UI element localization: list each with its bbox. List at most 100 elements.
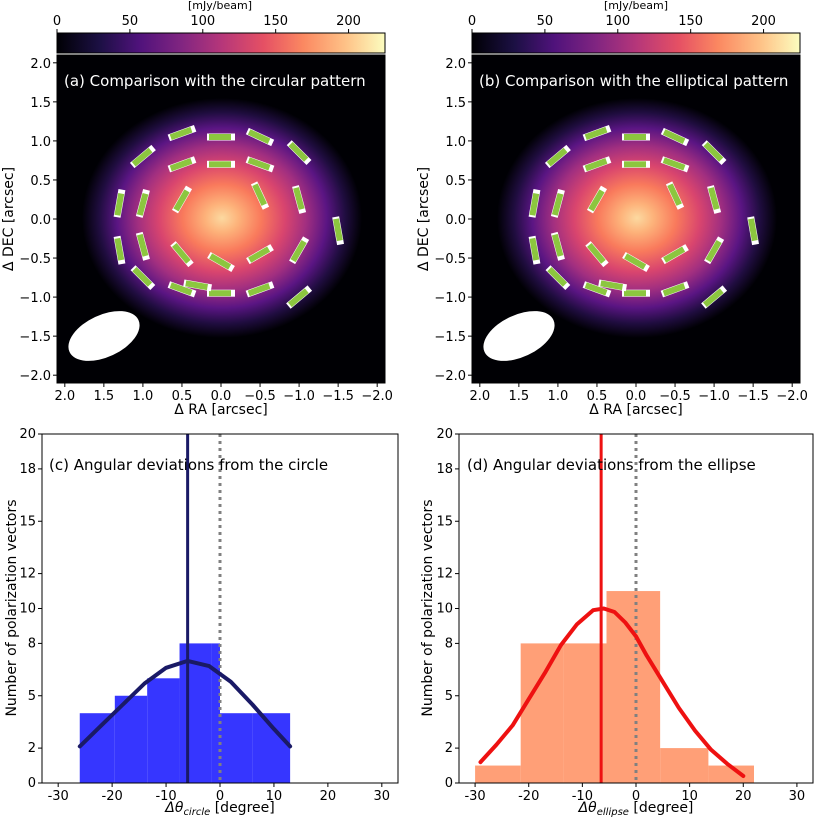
image-a-xtick-label: 1.0 bbox=[133, 389, 154, 404]
polarization-vector-bar bbox=[209, 253, 232, 270]
hist-d-ytick-label: 10 bbox=[436, 602, 453, 617]
polarization-vector-bar bbox=[209, 161, 231, 168]
image-a-source-emission bbox=[82, 98, 362, 338]
colorbar-b-tick-label: 0 bbox=[468, 14, 476, 29]
polarization-vector-bar bbox=[169, 282, 193, 296]
polarization-vector bbox=[292, 185, 307, 214]
panel-c: (c) Angular deviations from the circle -… bbox=[4, 427, 399, 817]
polarization-vector bbox=[582, 281, 612, 298]
beam-b bbox=[483, 311, 555, 361]
hist-d-xtick-label: -10 bbox=[572, 789, 593, 804]
polarization-vector-bar bbox=[663, 246, 686, 263]
hist-d-ytick-label: 0 bbox=[445, 776, 453, 791]
panel-b: [mJy/beam] 0 50 100 150 200 (b) Comparison w… bbox=[416, 0, 808, 418]
hist-c-bars bbox=[79, 643, 291, 783]
polarization-vector-bar bbox=[624, 161, 646, 168]
hist-c-xtick-label: 20 bbox=[320, 789, 337, 804]
polarization-vector-bar bbox=[248, 246, 271, 263]
hist-c-ytick-label: 18 bbox=[19, 462, 36, 477]
polarization-vector-bar bbox=[662, 129, 686, 144]
polarization-vector bbox=[622, 289, 650, 297]
colorbar-b-tick-label: 200 bbox=[751, 14, 776, 29]
hist-c-xlabel: Δθcircle [degree] bbox=[164, 800, 274, 817]
polarization-vector-bar bbox=[551, 233, 564, 257]
image-b-ytick-label: 1.0 bbox=[445, 135, 466, 150]
polarization-vector bbox=[167, 156, 197, 173]
image-b-xtick-label: 0.0 bbox=[626, 389, 647, 404]
polarization-vector bbox=[707, 185, 722, 214]
polarization-vector-bar bbox=[529, 237, 540, 261]
hist-c-ytick-label: 12 bbox=[19, 567, 36, 582]
polarization-vector bbox=[747, 216, 759, 246]
hist-c-fit-curve bbox=[77, 658, 293, 749]
image-b-xtick-label: −1.5 bbox=[737, 389, 769, 404]
polarization-vector bbox=[246, 244, 274, 265]
colorbar-b-tick-label: 150 bbox=[678, 14, 703, 29]
hist-d-bar bbox=[708, 765, 754, 783]
image-a-xtick-label: −0.5 bbox=[244, 389, 276, 404]
hist-c-bar bbox=[220, 713, 253, 783]
hist-c-xticks: -30 -20 -10 0 10 20 30 bbox=[48, 783, 390, 804]
polarization-vector-bar bbox=[333, 218, 343, 242]
hist-c-ytick-label: 2 bbox=[28, 741, 36, 756]
hist-c-xtick-label: -30 bbox=[48, 789, 69, 804]
polarization-vector bbox=[207, 160, 235, 168]
image-a-xticks: 2.0 1.5 1.0 0.5 0.0 −0.5 −1.0 −1.5 −2.0 bbox=[54, 383, 393, 404]
hist-d-xtick-label: 10 bbox=[681, 789, 698, 804]
hist-d-xtick-label: 20 bbox=[735, 789, 752, 804]
hist-d-bar bbox=[563, 643, 607, 783]
polarization-vector bbox=[660, 281, 690, 298]
image-a-ytick-label: 0.5 bbox=[30, 174, 51, 189]
image-a-axes: (a) Comparison with the circular pattern bbox=[56, 54, 386, 384]
image-b-source-emission bbox=[497, 98, 777, 338]
polarization-vector bbox=[245, 156, 275, 173]
image-b-xtick-label: −2.0 bbox=[776, 389, 808, 404]
polarization-vector-bar bbox=[702, 288, 724, 308]
image-b-xtick-label: 0.5 bbox=[587, 389, 608, 404]
hist-c-ytick-label: 5 bbox=[28, 689, 36, 704]
image-a-ytick-label: −2.0 bbox=[19, 369, 51, 384]
colorbar-b bbox=[471, 32, 801, 54]
hist-d-ytick-label: 18 bbox=[436, 462, 453, 477]
polarization-vector bbox=[598, 279, 627, 292]
polarization-vector bbox=[544, 144, 571, 169]
hist-d-ylabel: Number of polarization vectors bbox=[420, 499, 436, 716]
hist-d-xtick-label: 0 bbox=[632, 789, 640, 804]
polarization-vector-bar bbox=[584, 158, 608, 172]
polarization-vector-bar bbox=[136, 192, 149, 216]
polarization-vector-bar bbox=[705, 240, 722, 263]
polarization-vector bbox=[660, 127, 690, 147]
polarization-vector bbox=[545, 265, 571, 290]
hist-c-ytick-label: 8 bbox=[28, 636, 36, 651]
image-a-yticks: 2.0 1.5 1.0 0.5 0.0 −0.5 −1.0 −1.5 −2.0 bbox=[19, 57, 57, 384]
image-a-xtick-label: 0.0 bbox=[211, 389, 232, 404]
hist-c-bar bbox=[211, 643, 220, 783]
polarization-vector-bar bbox=[551, 192, 564, 216]
colorbar-a-label: [mJy/beam] bbox=[188, 0, 252, 12]
image-b-xtick-label: −0.5 bbox=[659, 389, 691, 404]
polarization-vector-bar bbox=[529, 193, 540, 216]
colorbar-b-label: [mJy/beam] bbox=[604, 0, 668, 12]
polarization-vector-bar bbox=[624, 253, 647, 270]
image-b-xlabel: Δ RA [arcsec] bbox=[589, 402, 682, 418]
polarization-vector bbox=[135, 188, 150, 218]
panel-a: [mJy/beam] 0 50 100 150 200 (a) Comparison w… bbox=[1, 0, 393, 418]
hist-d-bar bbox=[660, 748, 709, 783]
hist-d-ytick-label: 12 bbox=[436, 567, 453, 582]
image-b-ylabel: Δ DEC [arcsec] bbox=[416, 167, 432, 271]
hist-d-ytick-label: 15 bbox=[436, 514, 453, 529]
image-a-xtick-label: 0.5 bbox=[172, 389, 193, 404]
polarization-vector-bar bbox=[185, 280, 208, 291]
hist-c-xtick-label: 10 bbox=[266, 789, 283, 804]
image-b-ytick-label: 2.0 bbox=[445, 57, 466, 72]
panel-c-title: (c) Angular deviations from the circle bbox=[49, 456, 328, 474]
polarization-vector bbox=[113, 235, 126, 265]
image-a-xtick-label: 1.5 bbox=[94, 389, 115, 404]
image-b-xtick-label: 1.0 bbox=[548, 389, 569, 404]
hist-c-yticks: 0 2 5 8 10 12 15 18 20 bbox=[19, 427, 42, 791]
polarization-vector-bar bbox=[209, 290, 231, 297]
polarization-vector-bar bbox=[136, 233, 149, 257]
polarization-vector bbox=[183, 279, 212, 292]
colorbar-a-tick-label: 0 bbox=[53, 14, 61, 29]
